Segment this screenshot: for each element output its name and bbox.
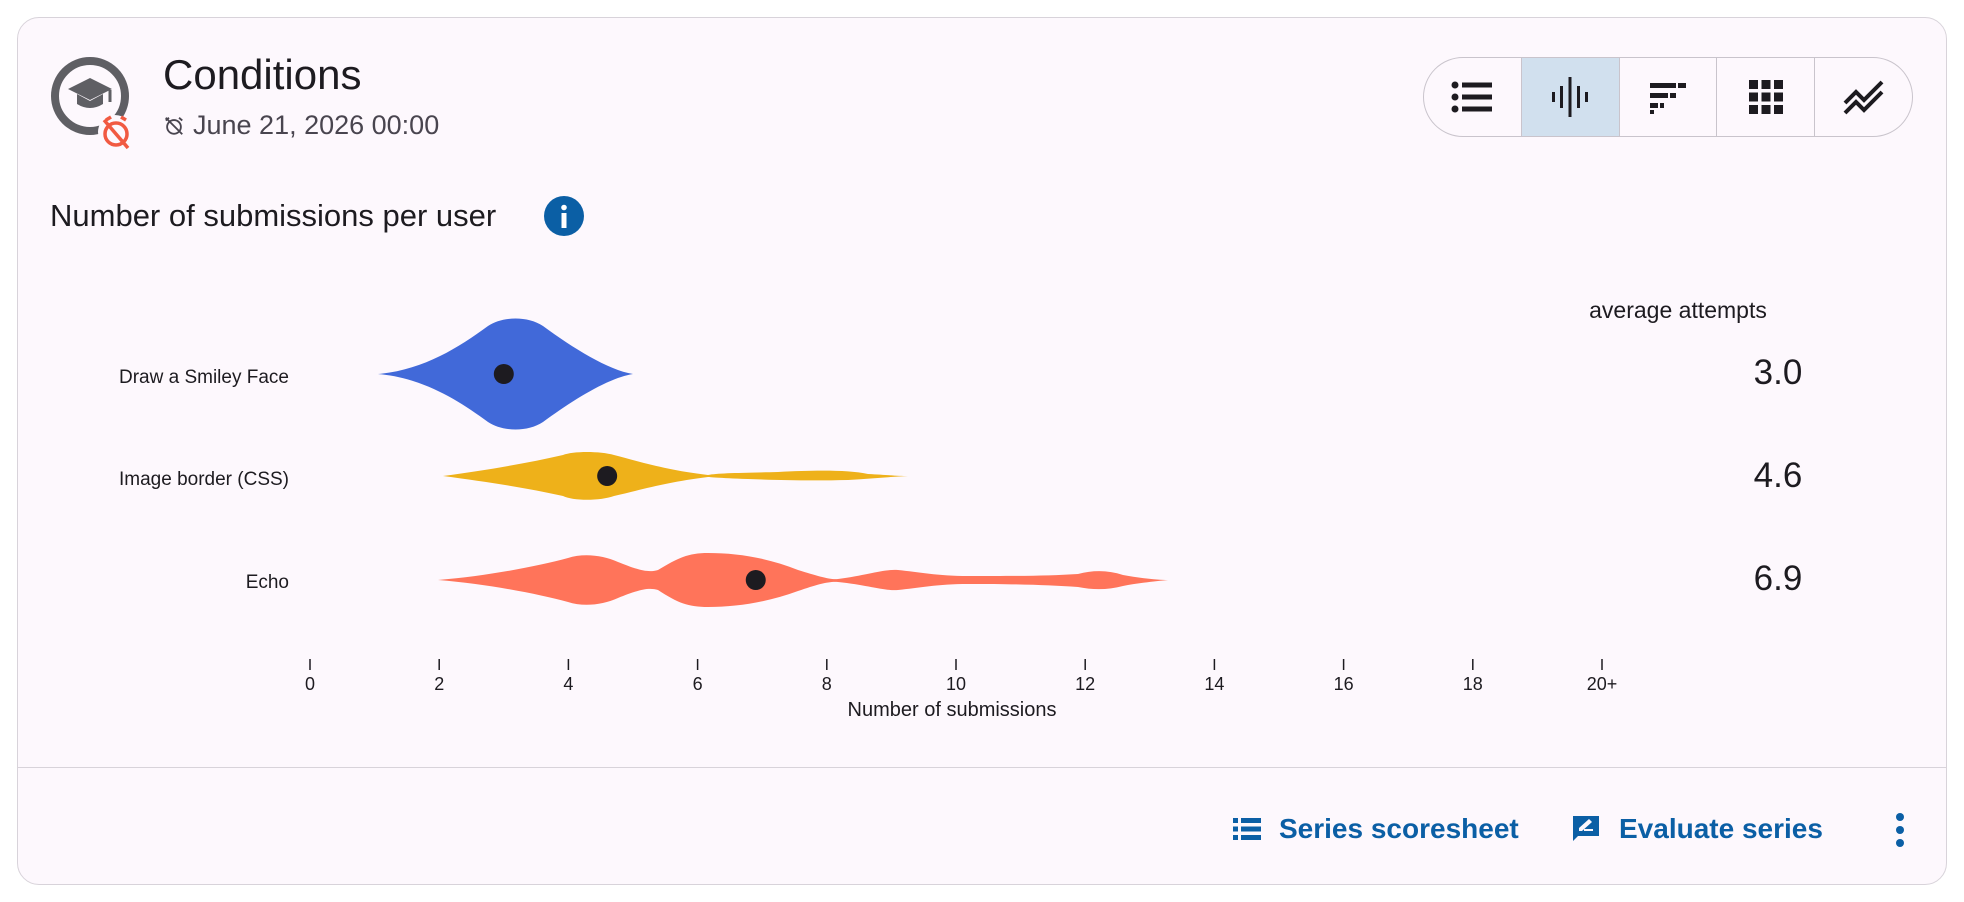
- average-value-1: 4.6: [1753, 456, 1803, 495]
- series-graduation-cap-icon: [51, 57, 132, 150]
- violin-shapes: [378, 318, 1168, 607]
- x-tick-label-7: 14: [1204, 674, 1224, 694]
- mean-point-0: [493, 364, 514, 384]
- violin-echo: [438, 553, 1168, 607]
- x-tick-label-2: 4: [563, 674, 573, 694]
- series-label-1: Image border (CSS): [119, 469, 289, 490]
- rate-review-icon: [1573, 816, 1599, 841]
- evaluate-series-button[interactable]: Evaluate series: [1571, 804, 1823, 854]
- line-chart-icon: [1843, 80, 1883, 115]
- alarm-off-icon: [165, 116, 183, 135]
- x-tick-label-8: 16: [1334, 674, 1354, 694]
- series-scoresheet-button[interactable]: Series scoresheet: [1233, 804, 1519, 854]
- series-card: Conditions June 21, 2026 00:00: [17, 17, 1947, 885]
- chart-title: Number of submissions per user: [50, 198, 497, 233]
- series-scoresheet-label: Series scoresheet: [1279, 813, 1519, 844]
- list-icon: [1451, 81, 1493, 113]
- stacked-bar-icon: [1649, 83, 1686, 114]
- view-heatmap-button[interactable]: [1716, 58, 1814, 136]
- violin-icon: [1552, 77, 1589, 117]
- x-tick-label-9: 18: [1463, 674, 1483, 694]
- x-axis: 0 2 4 6 8 10 12 14 16 18 20+: [305, 659, 1617, 694]
- x-tick-label-5: 10: [946, 674, 966, 694]
- mean-points: [493, 364, 766, 590]
- footer-divider: [18, 767, 1946, 768]
- more-vert-icon: [1896, 813, 1904, 847]
- deadline: June 21, 2026 00:00: [163, 110, 439, 141]
- view-list-button[interactable]: [1424, 58, 1521, 136]
- series-label-0: Draw a Smiley Face: [119, 367, 289, 388]
- violin-chart: Draw a Smiley Face Image border (CSS) Ec…: [119, 318, 1617, 721]
- x-tick-label-0: 0: [305, 674, 315, 694]
- info-icon[interactable]: [544, 196, 584, 236]
- evaluate-series-label: Evaluate series: [1619, 813, 1823, 844]
- series-label-2: Echo: [246, 572, 289, 593]
- list-table-icon: [1233, 818, 1261, 840]
- average-value-0: 3.0: [1753, 353, 1803, 392]
- series-title: Conditions: [163, 51, 362, 98]
- x-tick-label-4: 8: [822, 674, 832, 694]
- x-tick-label-10: 20+: [1587, 674, 1618, 694]
- more-options-button[interactable]: [1880, 803, 1920, 857]
- average-attempts-header: average attempts: [1589, 297, 1767, 323]
- x-axis-label: Number of submissions: [848, 699, 1057, 721]
- mean-point-1: [597, 466, 618, 486]
- x-tick-label-6: 12: [1075, 674, 1095, 694]
- view-violin-button[interactable]: [1520, 58, 1619, 136]
- violin-image-border-css: [443, 452, 908, 500]
- heatmap-grid-icon: [1748, 80, 1783, 114]
- x-tick-label-1: 2: [434, 674, 444, 694]
- average-value-2: 6.9: [1753, 559, 1803, 598]
- series-labels: Draw a Smiley Face Image border (CSS) Ec…: [119, 367, 289, 593]
- mean-point-2: [745, 570, 766, 590]
- x-tick-label-3: 6: [693, 674, 703, 694]
- deadline-text: June 21, 2026 00:00: [193, 110, 440, 140]
- view-stacked-button[interactable]: [1618, 58, 1717, 136]
- view-toggle-group: [1423, 57, 1913, 137]
- view-line-button[interactable]: [1814, 58, 1912, 136]
